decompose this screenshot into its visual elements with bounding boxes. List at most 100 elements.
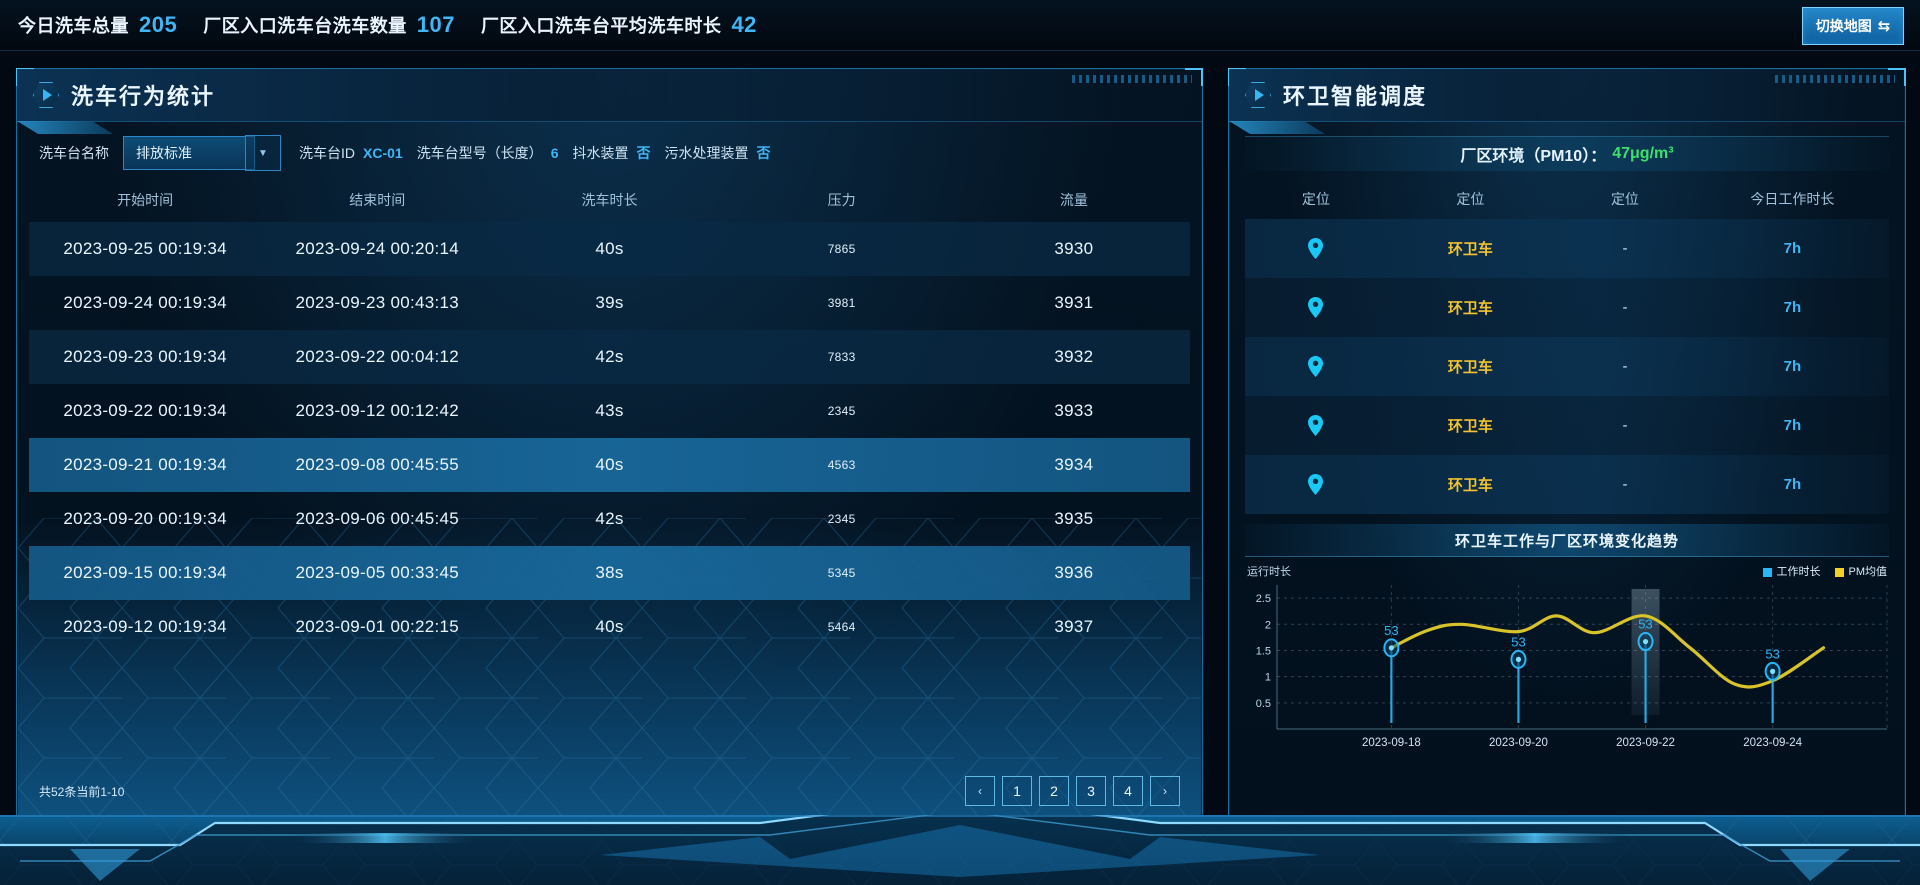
cell-flow: 3930 [1054,239,1094,258]
wash-behavior-panel: 洗车行为统计 洗车台名称 排放标准 ▼ 洗车台ID XC-01 洗车台型号（长度… [16,68,1203,820]
column-duration: 洗车时长 [581,192,638,208]
pagination-page-3[interactable]: 3 [1076,776,1106,806]
list-item[interactable]: 环卫车 - 7h [1245,278,1889,337]
svg-text:53: 53 [1384,623,1398,638]
pagination-prev-button[interactable]: ‹ [965,776,995,806]
pagination-page-1[interactable]: 1 [1002,776,1032,806]
cell-vehicle-name: 环卫车 [1447,241,1493,258]
cell-status: - [1622,476,1628,493]
table-row[interactable]: 2023-09-25 00:19:34 2023-09-24 00:20:14 … [29,222,1190,276]
table-row[interactable]: 2023-09-24 00:19:34 2023-09-23 00:43:13 … [29,276,1190,330]
stat-total-washes: 今日洗车总量 205 [18,12,177,38]
cell-start-time: 2023-09-24 00:19:34 [63,293,227,312]
cell-location-pin[interactable] [1245,219,1387,278]
cell-end-time: 2023-09-24 00:20:14 [295,239,460,258]
chart-y-axis-label: 运行时长 [1247,566,1291,578]
cell-vehicle-name: 环卫车 [1447,359,1493,376]
pm10-value: 47μg/m³ [1612,145,1674,162]
cell-flow: 3936 [1054,563,1094,582]
cell-start-time: 2023-09-20 00:19:34 [63,509,227,528]
cell-duration: 38s [595,563,624,582]
cell-end-time: 2023-09-06 00:45:45 [295,509,460,528]
cell-pressure: 2345 [827,512,856,526]
wash-behavior-title: 洗车行为统计 [71,84,216,109]
shake-device-value: 否 [636,145,651,161]
cell-work-hours: 7h [1783,358,1802,375]
cell-end-time: 2023-09-01 00:22:15 [295,617,460,636]
svg-text:53: 53 [1511,634,1525,649]
cell-duration: 43s [595,401,624,420]
cell-location-pin[interactable] [1245,455,1387,514]
stat-value: 205 [139,12,178,37]
column-start-time: 开始时间 [117,192,174,208]
cell-duration: 40s [595,617,624,636]
pagination-page-4[interactable]: 4 [1113,776,1143,806]
table-row[interactable]: 2023-09-22 00:19:34 2023-09-12 00:12:42 … [29,384,1190,438]
cell-end-time: 2023-09-05 00:33:45 [295,563,460,582]
header-notch-decoration [1229,121,1325,134]
cell-flow: 3937 [1054,617,1094,636]
switch-map-button[interactable]: 切换地图 ⇆ [1802,7,1904,45]
svg-text:2.5: 2.5 [1256,593,1271,605]
station-id-value: XC-01 [363,145,403,161]
pagination-next-button[interactable]: › [1150,776,1180,806]
table-footer: 共52条当前1-10 ‹ 1 2 3 4 › [17,763,1202,819]
cell-work-hours: 7h [1783,417,1802,434]
play-marker-icon [33,82,59,108]
station-id-field: 洗车台ID XC-01 [299,143,403,163]
legend-item-work-hours[interactable]: 工作时长 [1762,563,1821,579]
trend-chart-title: 环卫车工作与厂区环境变化趋势 [1245,524,1889,557]
cell-location-pin[interactable] [1245,278,1387,337]
cell-flow: 3933 [1054,401,1094,420]
chevron-down-icon[interactable]: ▼ [245,135,281,171]
table-row[interactable]: 2023-09-23 00:19:34 2023-09-22 00:04:12 … [29,330,1190,384]
cell-status: - [1622,417,1628,434]
pagination-page-2[interactable]: 2 [1039,776,1069,806]
station-name-label: 洗车台名称 [39,145,109,161]
station-name-select-value: 排放标准 [136,145,192,161]
svg-text:0.5: 0.5 [1256,698,1271,710]
station-model-label: 洗车台型号（长度） [416,145,543,161]
station-name-select[interactable]: 排放标准 [123,136,255,170]
header-decoration [1775,75,1895,83]
location-pin-icon[interactable] [1308,415,1324,436]
location-pin-icon[interactable] [1308,297,1324,318]
switch-map-label: 切换地图 [1815,18,1872,34]
record-count-text: 共52条当前1-10 [39,784,125,799]
list-item[interactable]: 环卫车 - 7h [1245,455,1889,514]
cell-pressure: 5345 [827,566,856,580]
location-pin-icon[interactable] [1308,356,1324,377]
vehicle-dispatch-table: 定位 定位 定位 今日工作时长 环卫车 - 7h [1245,181,1889,514]
cell-vehicle-name: 环卫车 [1447,300,1493,317]
table-row[interactable]: 2023-09-12 00:19:34 2023-09-01 00:22:15 … [29,600,1190,654]
legend-swatch [1834,567,1844,577]
wash-records-tbody: 2023-09-25 00:19:34 2023-09-24 00:20:14 … [29,222,1190,654]
cell-work-hours: 7h [1783,299,1802,316]
list-item[interactable]: 环卫车 - 7h [1245,396,1889,455]
location-pin-icon[interactable] [1308,238,1324,259]
table-row[interactable]: 2023-09-20 00:19:34 2023-09-06 00:45:45 … [29,492,1190,546]
svg-text:1: 1 [1265,672,1271,684]
station-name-select-wrap: 排放标准 ▼ [123,135,281,171]
list-item[interactable]: 环卫车 - 7h [1245,219,1889,278]
cell-location-pin[interactable] [1245,337,1387,396]
pm10-banner: 厂区环境（PM10）： 47μg/m³ [1245,136,1889,171]
legend-item-pm-average[interactable]: PM均值 [1834,563,1887,579]
cell-status: - [1622,299,1628,316]
cell-start-time: 2023-09-15 00:19:34 [63,563,227,582]
cell-start-time: 2023-09-12 00:19:34 [63,617,227,636]
cell-pressure: 4563 [827,458,856,472]
cell-duration: 40s [595,455,624,474]
cell-location-pin[interactable] [1245,396,1387,455]
station-model-value: 6 [550,145,559,161]
stat-label: 厂区入口洗车台洗车数量 [203,16,407,36]
column-flow: 流量 [1059,192,1088,208]
header-notch-decoration [17,121,113,134]
wash-records-table-wrap: 开始时间 结束时间 洗车时长 压力 流量 2023-09-25 00:19:34… [17,176,1202,654]
list-item[interactable]: 环卫车 - 7h [1245,337,1889,396]
wash-station-filter-row: 洗车台名称 排放标准 ▼ 洗车台ID XC-01 洗车台型号（长度） 6 抖水装… [17,122,1202,176]
stat-label: 今日洗车总量 [18,16,129,36]
table-row[interactable]: 2023-09-21 00:19:34 2023-09-08 00:45:55 … [29,438,1190,492]
location-pin-icon[interactable] [1308,474,1324,495]
table-row[interactable]: 2023-09-15 00:19:34 2023-09-05 00:33:45 … [29,546,1190,600]
